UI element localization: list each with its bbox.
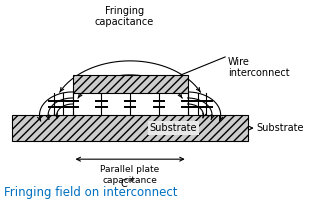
- Bar: [12, 115, 248, 141]
- Text: C: C: [121, 179, 127, 189]
- Text: Substrate: Substrate: [149, 123, 197, 133]
- Text: Substrate: Substrate: [257, 123, 304, 133]
- Text: Fringing field on interconnect: Fringing field on interconnect: [4, 186, 177, 199]
- Bar: [73, 75, 188, 93]
- Text: PP: PP: [127, 178, 135, 183]
- Text: Fringing
capacitance: Fringing capacitance: [95, 6, 154, 27]
- Text: Parallel plate
capacitance: Parallel plate capacitance: [100, 165, 160, 185]
- Text: Wire
interconnect: Wire interconnect: [228, 57, 290, 78]
